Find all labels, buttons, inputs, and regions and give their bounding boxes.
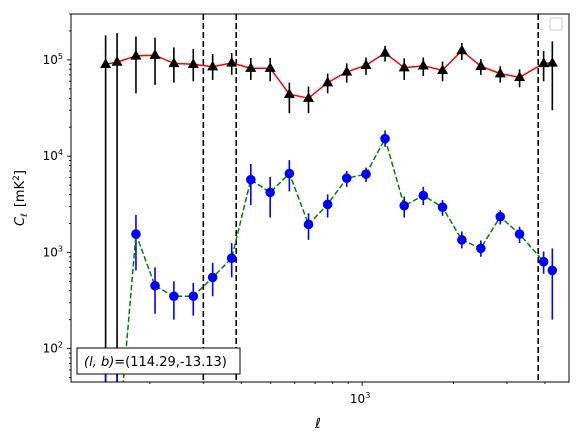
triangle-marker	[245, 62, 257, 72]
circle-marker	[169, 291, 179, 302]
triangle-marker	[226, 56, 238, 67]
triangle-marker	[302, 92, 315, 102]
circle-marker	[265, 187, 275, 198]
triangle-marker	[283, 88, 295, 98]
y-axis-label-main: C	[13, 216, 28, 226]
y-tick-label-exponent: 4	[58, 148, 63, 157]
plot-frame	[70, 13, 570, 383]
x-tick-label: 103	[350, 391, 370, 406]
circle-marker	[476, 243, 486, 254]
circle-marker	[547, 265, 558, 276]
circle-marker	[341, 173, 352, 184]
triangle-marker	[514, 71, 526, 82]
y-axis-label-unit-close: ]	[13, 170, 28, 175]
circle-marker	[361, 169, 371, 179]
triangle-marker	[341, 65, 353, 76]
triangle-marker	[379, 46, 391, 57]
triangle-marker	[322, 76, 334, 87]
circle-marker	[284, 168, 295, 179]
x-axis-label: ℓ	[314, 416, 321, 432]
circle-marker	[246, 174, 256, 185]
circle-marker	[514, 229, 525, 239]
triangle-marker	[264, 62, 276, 72]
annotation-label: (l, b)	[84, 355, 114, 370]
circle-marker	[418, 190, 429, 201]
circle-marker	[380, 133, 390, 144]
circle-marker	[226, 253, 237, 264]
triangle-marker	[100, 58, 112, 69]
triangle-marker	[168, 57, 180, 68]
circle-marker	[495, 211, 506, 222]
circle-marker	[303, 219, 314, 230]
y-axis-label-unit-sup: 2	[12, 175, 22, 181]
circle-marker	[188, 291, 199, 302]
y-tick-label-exponent: 2	[58, 341, 63, 350]
y-axis-label-unit: [mK	[13, 180, 28, 207]
x-tick-label-exponent: 3	[365, 391, 370, 400]
circle-marker	[457, 235, 467, 245]
circle-marker	[150, 280, 160, 291]
triangle-marker	[111, 56, 123, 66]
x-axis-ticks: 103	[149, 382, 546, 406]
triangle-marker	[494, 67, 506, 78]
triangle-marker	[398, 61, 410, 72]
annotation-text: (l, b)=(114.29,-13.13)	[84, 355, 227, 370]
triangle-marker	[437, 64, 449, 75]
triangle-marker	[187, 58, 199, 69]
circle-marker	[322, 199, 333, 210]
series-markers	[100, 44, 558, 302]
plot-area	[71, 14, 569, 382]
vertical-lines	[202, 14, 539, 382]
circle-marker	[131, 229, 141, 239]
triangle-marker	[417, 59, 429, 70]
triangle-marker	[546, 56, 558, 67]
triangle-marker	[538, 57, 550, 68]
circle-marker	[399, 200, 410, 211]
triangle-marker	[475, 60, 487, 70]
triangle-marker	[149, 49, 161, 59]
annotation-value: =(114.29,-13.13)	[114, 355, 227, 370]
circle-marker	[538, 256, 549, 267]
triangle-marker	[130, 49, 142, 60]
y-tick-label-exponent: 5	[58, 52, 63, 61]
circle-marker	[207, 272, 218, 283]
triangle-marker	[456, 44, 468, 55]
y-axis-label: Cℓ [mK2]	[12, 170, 30, 226]
triangle-marker	[207, 60, 219, 71]
annotation-box	[76, 347, 241, 375]
y-tick-label-exponent: 3	[58, 244, 63, 253]
circle-marker	[437, 202, 448, 212]
y-axis-label-sub: ℓ	[20, 213, 30, 218]
triangle-marker	[360, 59, 372, 69]
legend-box	[549, 17, 563, 31]
